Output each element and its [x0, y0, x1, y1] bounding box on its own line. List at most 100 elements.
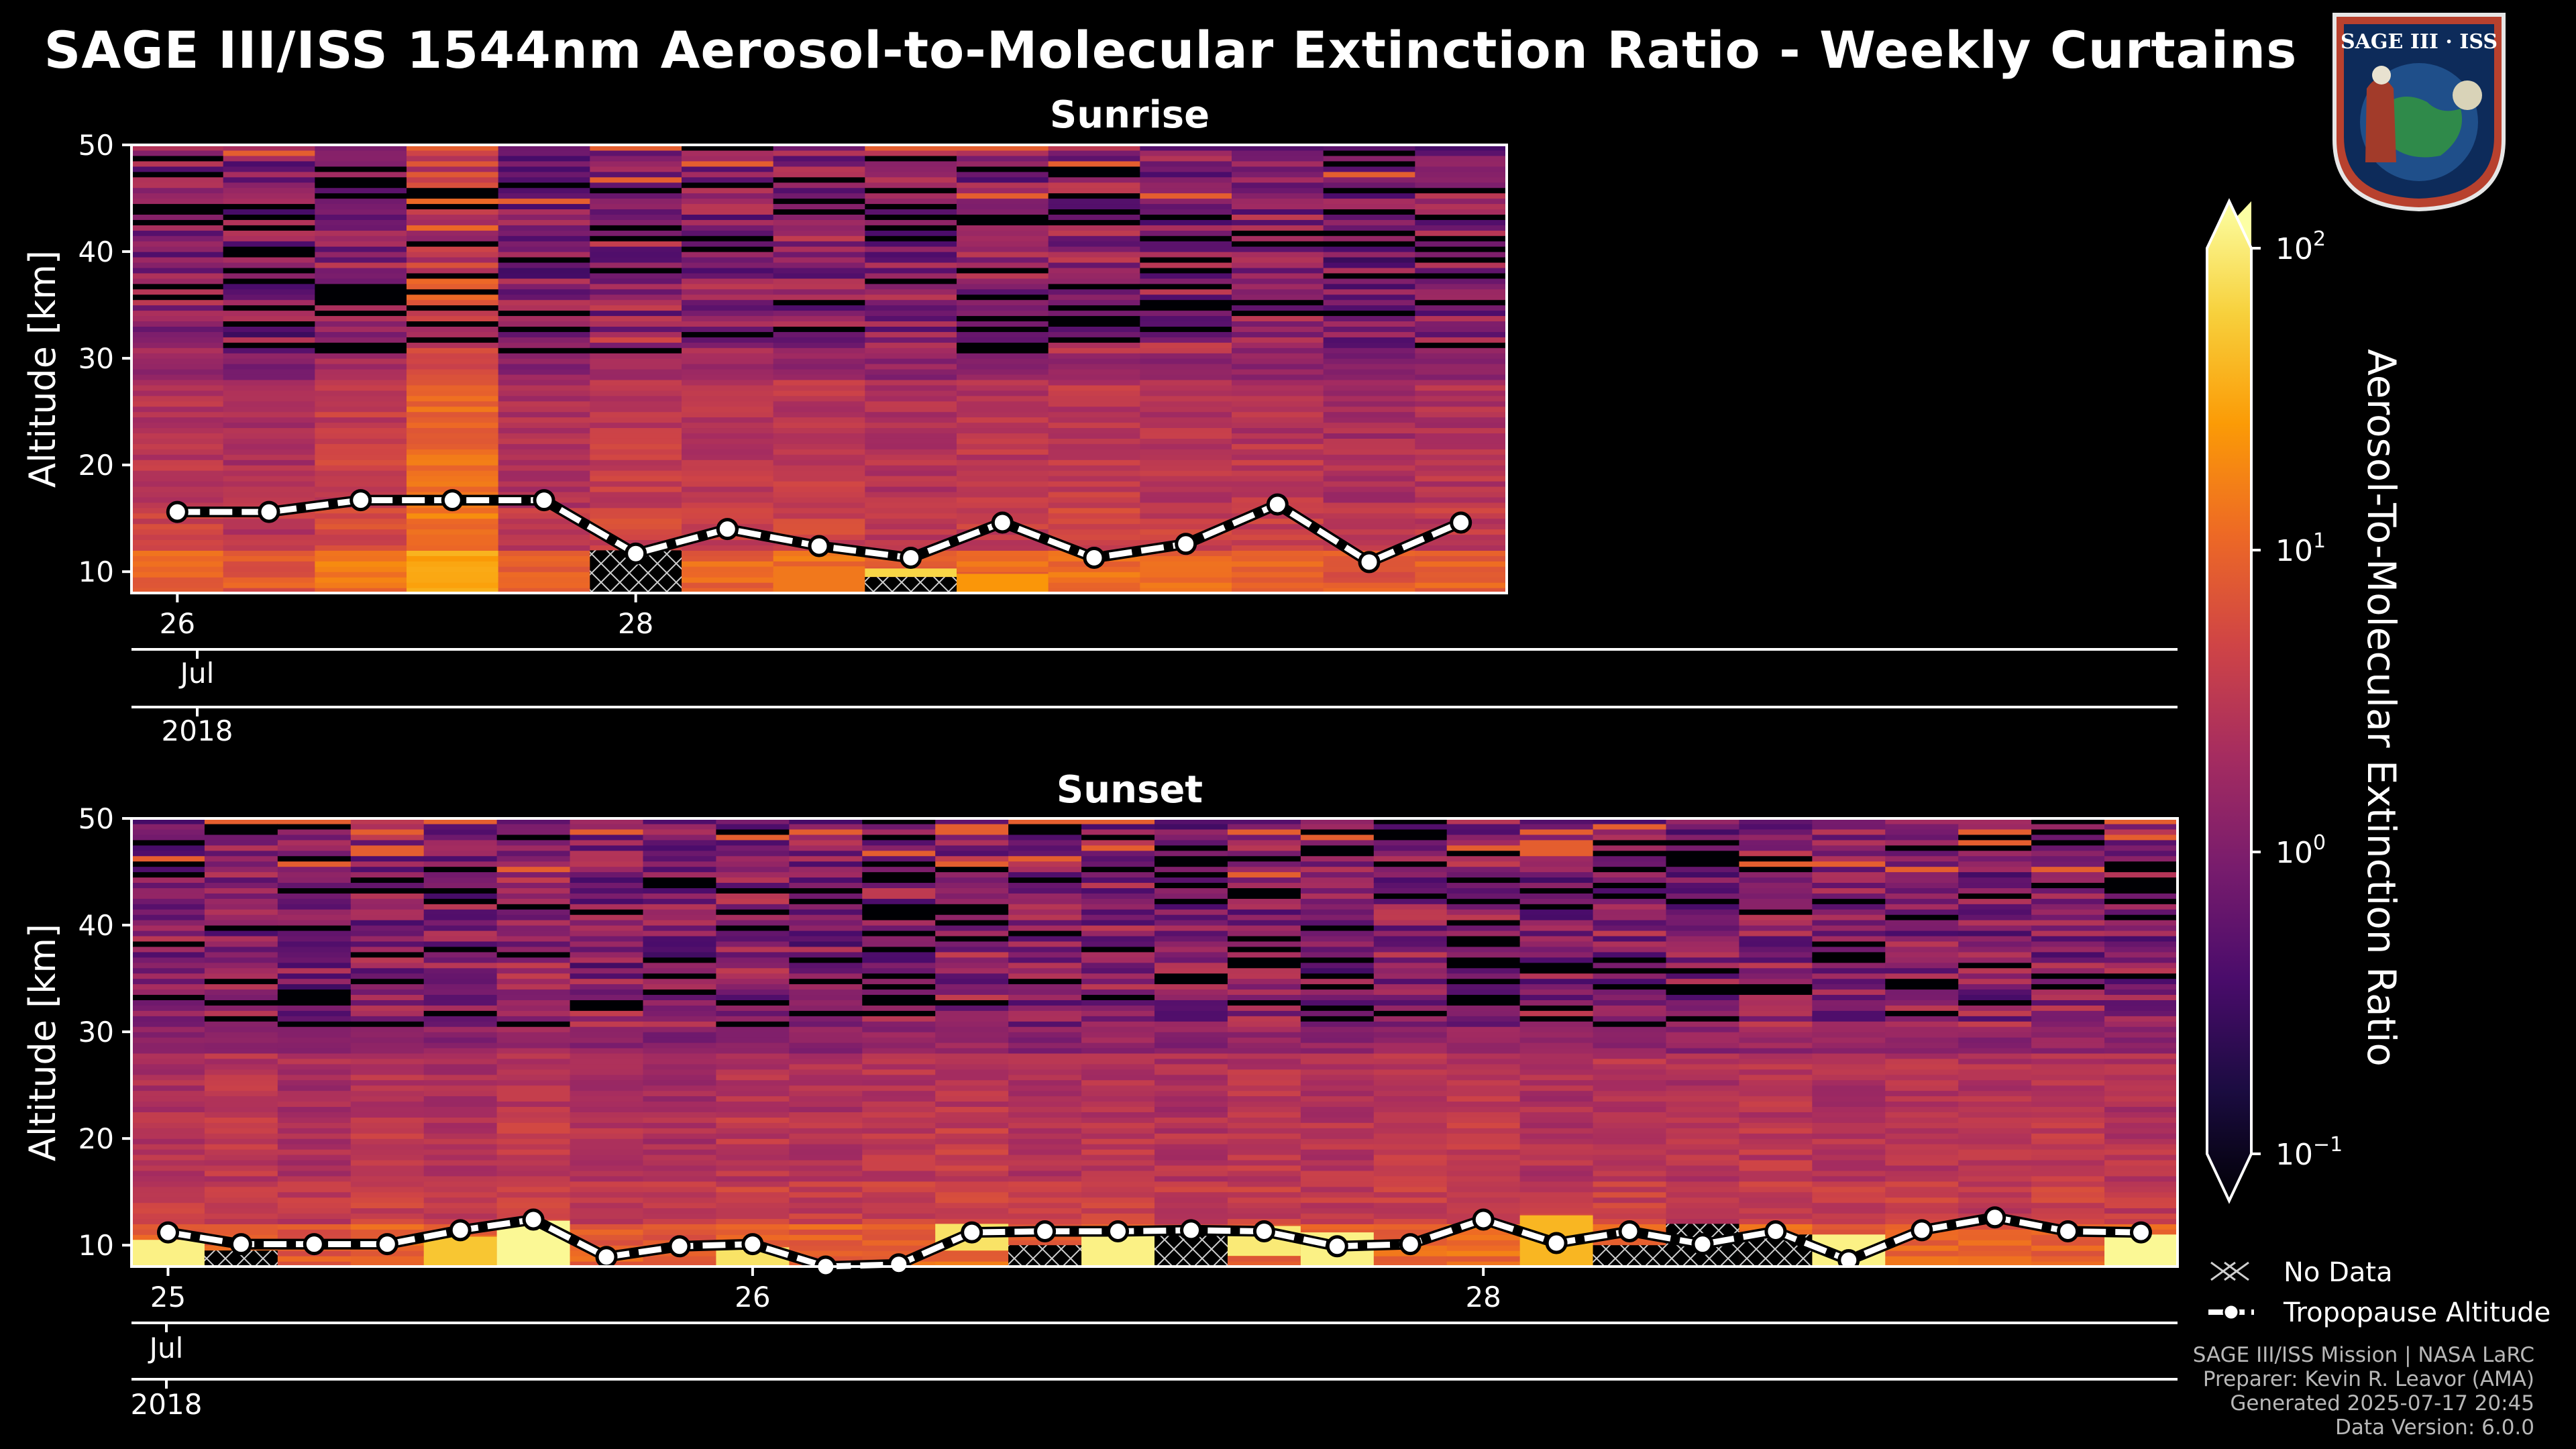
heatmap-cell — [957, 491, 1049, 498]
heatmap-cell — [1048, 438, 1140, 444]
heatmap-cell — [570, 1218, 644, 1224]
heatmap-cell — [682, 374, 774, 380]
heatmap-cell — [862, 1101, 936, 1108]
heatmap-cell — [1155, 1095, 1228, 1102]
heatmap-cell — [1081, 941, 1155, 947]
heatmap-cell — [1666, 1202, 1740, 1209]
heatmap-cell — [570, 1000, 644, 1006]
heatmap-cell — [1812, 818, 1886, 824]
heatmap-cell — [1008, 1101, 1082, 1108]
heatmap-cell — [407, 374, 499, 380]
heatmap-cell — [570, 893, 644, 899]
heatmap-cell — [1140, 502, 1232, 508]
heatmap-cell — [1885, 1208, 1959, 1214]
heatmap-cell — [716, 1000, 790, 1006]
heatmap-cell — [570, 941, 644, 947]
heatmap-cell — [1373, 1005, 1448, 1011]
heatmap-cell — [350, 888, 425, 894]
heatmap-cell — [2031, 1032, 2105, 1038]
heatmap-cell — [1008, 1159, 1082, 1166]
heatmap-cell — [1081, 951, 1155, 958]
heatmap-cell — [1519, 866, 1594, 873]
heatmap-cell — [1373, 839, 1448, 846]
heatmap-cell — [1008, 1149, 1082, 1155]
heatmap-cell — [204, 925, 278, 931]
heatmap-cell — [423, 1213, 498, 1220]
heatmap-cell — [590, 278, 682, 284]
heatmap-cell — [1227, 882, 1301, 888]
heatmap-cell — [643, 871, 717, 878]
heatmap-cell — [1300, 920, 1375, 926]
heatmap-cell — [1048, 529, 1140, 535]
heatmap-cell — [682, 438, 774, 444]
heatmap-cell — [204, 967, 278, 974]
heatmap-cell — [590, 145, 682, 151]
heatmap-cell — [957, 390, 1049, 396]
heatmap-cell — [423, 1106, 498, 1112]
heatmap-cell — [277, 935, 352, 942]
heatmap-cell — [590, 198, 682, 205]
heatmap-cell — [1373, 850, 1448, 857]
heatmap-cell — [862, 1229, 936, 1235]
heatmap-cell — [682, 364, 774, 370]
heatmap-cell — [1373, 855, 1448, 862]
heatmap-cell — [682, 283, 774, 290]
heatmap-cell — [1739, 1005, 1813, 1011]
heatmap-cell — [277, 1079, 352, 1086]
tropopause-point — [2057, 1220, 2080, 1242]
heatmap-cell — [496, 828, 571, 835]
heatmap-cell — [1300, 935, 1375, 942]
heatmap-cell — [1140, 566, 1232, 572]
heatmap-cell — [1812, 1079, 1886, 1086]
heatmap-cell — [1666, 1181, 1740, 1187]
heatmap-cell — [1593, 1191, 1667, 1198]
heatmap-cell — [716, 855, 790, 862]
tropopause-point — [1358, 551, 1381, 574]
tropopause-point — [888, 1253, 910, 1276]
heatmap-cell — [682, 572, 774, 578]
heatmap-cell — [1048, 209, 1140, 215]
heatmap-cell — [204, 1010, 278, 1016]
tropopause-point — [1545, 1232, 1568, 1254]
heatmap-cell — [789, 1245, 863, 1251]
heatmap-cell — [789, 1016, 863, 1022]
heatmap-cell — [350, 1197, 425, 1203]
heatmap-cell — [498, 187, 590, 194]
heatmap-cell — [570, 1005, 644, 1011]
heatmap-cell — [131, 294, 224, 301]
heatmap-cell — [498, 384, 590, 391]
heatmap-cell — [1373, 951, 1448, 958]
heatmap-cell — [1415, 379, 1507, 386]
heatmap-cell — [865, 433, 957, 439]
heatmap-cell — [2031, 909, 2105, 915]
heatmap-cell — [1415, 321, 1507, 327]
heatmap-cell — [204, 1191, 278, 1198]
heatmap-cell — [716, 1085, 790, 1091]
heatmap-cell — [1885, 1155, 1959, 1161]
heatmap-cell — [716, 1079, 790, 1086]
heatmap-cell — [407, 422, 499, 429]
heatmap-cell — [2031, 1261, 2105, 1267]
heatmap-cell — [277, 1037, 352, 1043]
heatmap-cell — [682, 193, 774, 199]
heatmap-cell — [935, 871, 1009, 878]
heatmap-cell — [862, 1155, 936, 1161]
heatmap-cell — [277, 823, 352, 830]
heatmap-cell — [1958, 1256, 2032, 1262]
heatmap-cell — [1300, 1122, 1375, 1128]
heatmap-cell — [1519, 1101, 1594, 1108]
heatmap-cell — [407, 262, 499, 268]
heatmap-cell — [1008, 1000, 1082, 1006]
heatmap-cell — [1958, 888, 2032, 894]
heatmap-cell — [570, 1133, 644, 1139]
heatmap-cell — [1081, 1165, 1155, 1171]
heatmap-cell — [131, 166, 224, 172]
heatmap-cell — [2031, 1175, 2105, 1182]
heatmap-cell — [2104, 1016, 2178, 1022]
heatmap-cell — [570, 909, 644, 915]
heatmap-cell — [935, 946, 1009, 953]
heatmap-cell — [1140, 358, 1232, 364]
heatmap-cell — [957, 422, 1049, 429]
heatmap-cell — [1227, 946, 1301, 953]
heatmap-cell — [1300, 1069, 1375, 1075]
